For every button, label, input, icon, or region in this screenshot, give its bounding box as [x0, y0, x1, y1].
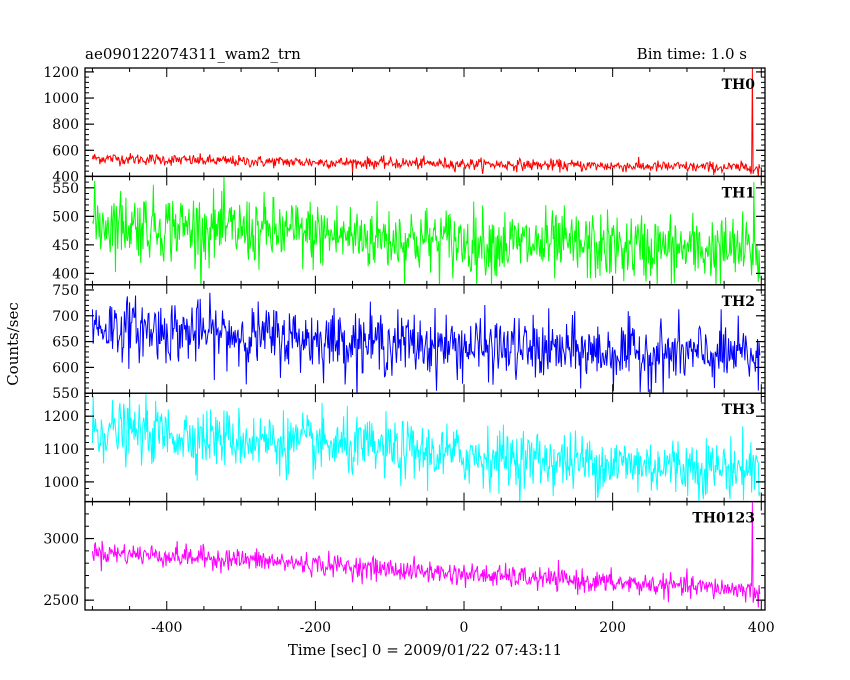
y-tick-label: 400 [52, 169, 79, 185]
panel-label-th0123: TH0123 [692, 511, 755, 527]
bin-time-label: Bin time: 1.0 s [637, 45, 747, 63]
y-tick-label: 400 [52, 266, 79, 282]
panel-th0: 400 600 800 1000 1200 TH0 [43, 65, 766, 185]
panel-label-th1: TH1 [722, 185, 755, 201]
panel-th3: 1000 1100 1200 TH3 [43, 392, 766, 503]
panel-th1: 400 450 500 550 TH1 [52, 175, 766, 286]
series-line-th1 [91, 176, 761, 285]
series-line-th2 [91, 292, 761, 394]
panel-label-th0: TH0 [722, 77, 756, 93]
y-axis-label: Counts/sec [4, 302, 22, 386]
y-tick-label: 3000 [43, 532, 79, 548]
panel-th0123: 2500 3000 TH0123 [43, 500, 766, 611]
series-line-th3 [91, 394, 761, 502]
x-axis: -400 -200 0 200 400 [151, 620, 775, 636]
y-tick-label: 550 [52, 181, 79, 197]
y-tick-label: 1000 [43, 91, 79, 107]
y-tick-label: 500 [52, 209, 79, 225]
x-tick-label: 200 [599, 620, 626, 636]
y-tick-label: 1200 [43, 65, 79, 81]
x-tick-label: -400 [151, 620, 182, 636]
y-tick-label: 550 [52, 386, 79, 402]
x-tick-label: -200 [300, 620, 331, 636]
panel-th2: 550 600 650 700 750 TH2 [52, 283, 766, 402]
chart-title: ae090122074311_wam2_trn [85, 45, 301, 63]
x-axis-label: Time [sec] 0 = 2009/01/22 07:43:11 [288, 641, 562, 659]
y-tick-label: 600 [52, 143, 79, 159]
y-tick-label: 600 [52, 360, 79, 376]
y-tick-label: 1000 [43, 475, 79, 491]
y-tick-label: 450 [52, 238, 79, 254]
series-line-th0123 [91, 501, 761, 608]
panel-label-th3: TH3 [722, 402, 755, 418]
panel-label-th2: TH2 [722, 294, 755, 310]
y-tick-label: 1100 [43, 442, 79, 458]
y-tick-label: 700 [52, 309, 79, 325]
panel-frame [84, 500, 766, 611]
series-line-th0 [91, 68, 761, 177]
x-tick-label: 0 [460, 620, 469, 636]
panels-group: 400 600 800 1000 1200 TH0 400 450 500 550 TH1 550 60… [43, 65, 766, 611]
y-tick-label: 1200 [43, 409, 79, 425]
y-tick-label: 750 [52, 283, 79, 299]
y-tick-label: 650 [52, 335, 79, 351]
x-tick-label: 400 [748, 620, 775, 636]
y-tick-label: 800 [52, 117, 79, 133]
y-tick-label: 2500 [43, 593, 79, 609]
